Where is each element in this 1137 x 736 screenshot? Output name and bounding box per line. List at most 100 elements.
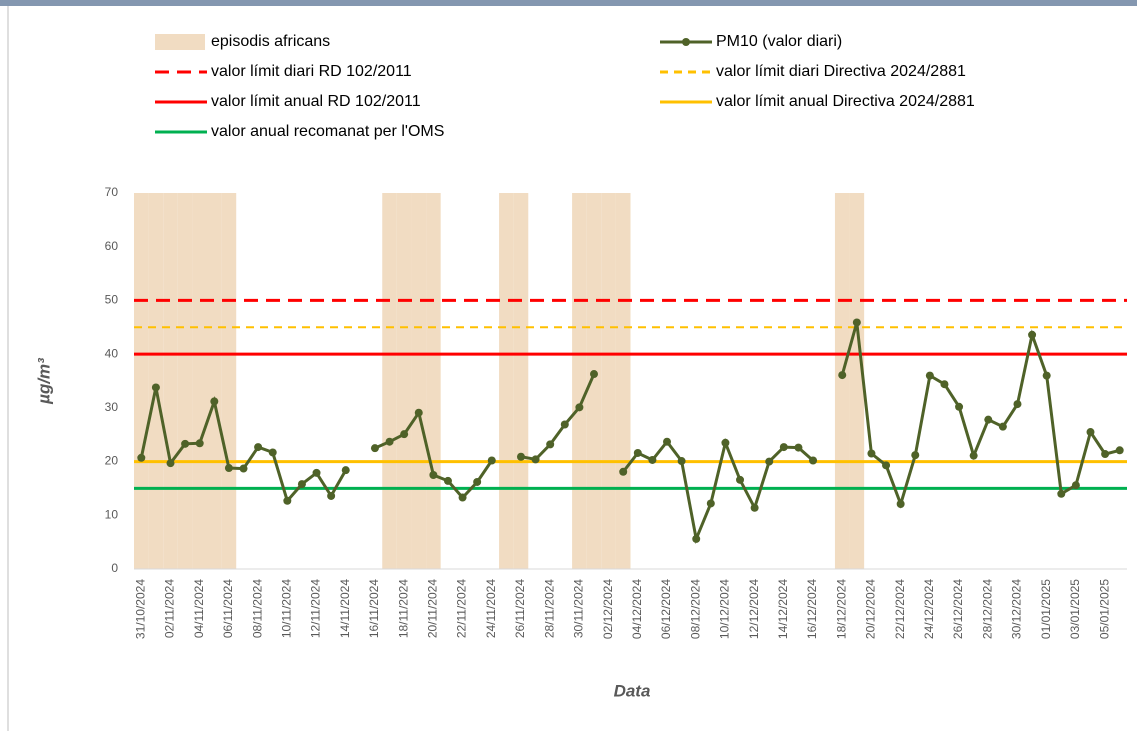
x-tick-label: 04/12/2024 xyxy=(630,579,644,639)
data-point xyxy=(969,451,978,460)
data-point xyxy=(1115,446,1124,455)
data-point xyxy=(283,496,292,505)
y-tick-label: 0 xyxy=(111,561,118,575)
episode-band xyxy=(207,193,222,569)
legend-label: valor límit anual Directiva 2024/2881 xyxy=(716,93,975,110)
x-tick-label: 30/12/2024 xyxy=(1010,579,1024,639)
x-tick-label: 12/11/2024 xyxy=(309,579,323,638)
legend-label: valor anual recomanat per l'OMS xyxy=(211,123,444,140)
episode-band xyxy=(134,193,149,569)
data-point xyxy=(1013,400,1022,409)
x-tick-label: 12/12/2024 xyxy=(747,579,761,639)
data-point xyxy=(736,475,745,484)
x-tick-label: 04/11/2024 xyxy=(192,579,206,638)
x-tick-label: 26/12/2024 xyxy=(951,579,965,639)
episode-band xyxy=(601,193,616,569)
data-point xyxy=(312,468,321,477)
y-tick-label: 50 xyxy=(105,293,119,307)
x-tick-label: 24/12/2024 xyxy=(922,579,936,639)
data-point xyxy=(297,480,306,489)
data-point xyxy=(210,397,219,406)
x-tick-label: 14/12/2024 xyxy=(776,579,790,639)
data-point xyxy=(473,477,482,486)
episode-band xyxy=(499,193,514,569)
data-point xyxy=(1086,428,1095,437)
legend-marker xyxy=(682,38,690,46)
episode-band xyxy=(163,193,178,569)
data-point xyxy=(429,471,438,479)
y-tick-label: 40 xyxy=(105,346,119,360)
episode-band xyxy=(148,193,164,569)
data-point xyxy=(443,476,452,485)
data-point xyxy=(1028,330,1037,339)
data-point xyxy=(940,380,949,389)
x-tick-label: 02/12/2024 xyxy=(601,579,615,639)
data-point xyxy=(1042,371,1051,380)
x-tick-label: 02/11/2024 xyxy=(163,579,177,638)
x-tick-label: 26/11/2024 xyxy=(513,579,527,638)
data-point xyxy=(370,444,379,453)
y-axis-title: µg/m³ xyxy=(34,357,53,405)
x-tick-label: 06/12/2024 xyxy=(659,579,673,639)
x-axis-title: Data xyxy=(614,681,651,700)
data-point xyxy=(531,455,540,464)
episode-band xyxy=(177,193,193,569)
episode-band xyxy=(411,193,427,569)
data-point xyxy=(268,448,277,457)
x-tick-label: 22/12/2024 xyxy=(893,579,907,639)
episode-band xyxy=(849,193,865,569)
x-tick-label: 18/12/2024 xyxy=(834,579,848,639)
episode-band xyxy=(426,193,441,569)
data-point xyxy=(195,439,204,448)
x-tick-label: 31/10/2024 xyxy=(133,579,147,639)
x-tick-label: 01/01/2025 xyxy=(1039,579,1053,639)
x-tick-label: 14/11/2024 xyxy=(338,579,352,638)
data-point xyxy=(809,456,818,465)
data-point xyxy=(852,318,861,327)
data-point xyxy=(385,437,394,446)
episode-band xyxy=(615,193,631,569)
legend-label: PM10 (valor diari) xyxy=(716,33,842,50)
data-point xyxy=(1057,489,1066,498)
legend-label: valor límit diari RD 102/2011 xyxy=(211,63,412,80)
x-tick-label: 16/11/2024 xyxy=(367,579,381,638)
data-point xyxy=(137,453,146,462)
legend-label: episodis africans xyxy=(211,33,330,50)
data-point xyxy=(677,457,686,466)
y-tick-label: 30 xyxy=(105,400,119,414)
x-tick-label: 06/11/2024 xyxy=(221,579,235,638)
y-tick-label: 20 xyxy=(105,454,119,468)
data-point xyxy=(896,500,905,509)
data-point xyxy=(327,491,336,500)
data-point xyxy=(721,438,730,447)
episode-band xyxy=(396,193,412,569)
data-point xyxy=(706,499,715,508)
data-point xyxy=(633,448,642,457)
data-point xyxy=(487,456,496,465)
data-point xyxy=(838,371,847,380)
x-tick-label: 18/11/2024 xyxy=(396,579,410,638)
data-point xyxy=(911,451,920,460)
x-tick-label: 08/12/2024 xyxy=(688,579,702,639)
x-tick-label: 08/11/2024 xyxy=(250,579,264,638)
legend-label: valor límit anual RD 102/2011 xyxy=(211,93,421,110)
data-point xyxy=(341,466,350,475)
data-point xyxy=(955,402,964,411)
x-tick-label: 05/01/2025 xyxy=(1097,579,1111,639)
data-point xyxy=(1071,481,1080,490)
y-tick-label: 10 xyxy=(105,507,119,521)
data-point xyxy=(794,443,803,452)
x-tick-label: 24/11/2024 xyxy=(484,579,498,638)
data-point xyxy=(779,443,788,452)
data-point xyxy=(181,439,190,448)
data-point xyxy=(400,430,409,439)
x-tick-label: 30/11/2024 xyxy=(572,579,586,638)
data-point xyxy=(516,452,525,461)
x-tick-label: 20/11/2024 xyxy=(426,579,440,638)
data-point xyxy=(224,464,233,473)
y-tick-label: 70 xyxy=(105,185,119,199)
legend-swatch xyxy=(155,34,205,50)
episode-band xyxy=(834,193,850,569)
data-point xyxy=(151,383,160,392)
